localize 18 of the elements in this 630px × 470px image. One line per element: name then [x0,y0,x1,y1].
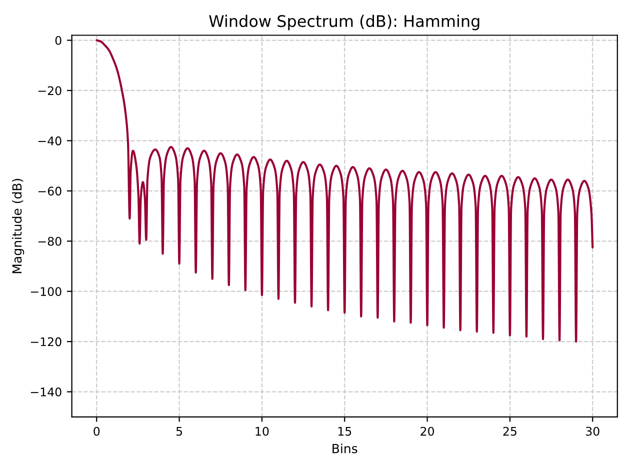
chart-title: Window Spectrum (dB): Hamming [209,14,480,30]
x-tick-label: 10 [256,426,269,436]
y-tick-label: −140 [30,388,62,396]
y-tick-label: 0 [55,36,62,45]
y-tick-label: −80 [38,236,62,246]
y-tick-label: −100 [30,287,62,296]
y-axis-title: Magnitude (dB) [12,178,24,274]
x-tick-label: 20 [420,426,434,436]
x-tick-label: 25 [503,426,516,436]
x-tick-label: 0 [94,426,100,436]
x-tick-label: 5 [176,426,182,436]
x-tick-label: 30 [586,426,600,436]
y-tick-label: −20 [38,86,62,96]
y-tick-label: −120 [30,337,62,346]
x-axis-title: Bins [332,444,358,454]
x-tick-label: 15 [338,426,352,436]
y-tick-label: −40 [38,136,62,146]
y-tick-label: −60 [38,186,62,196]
